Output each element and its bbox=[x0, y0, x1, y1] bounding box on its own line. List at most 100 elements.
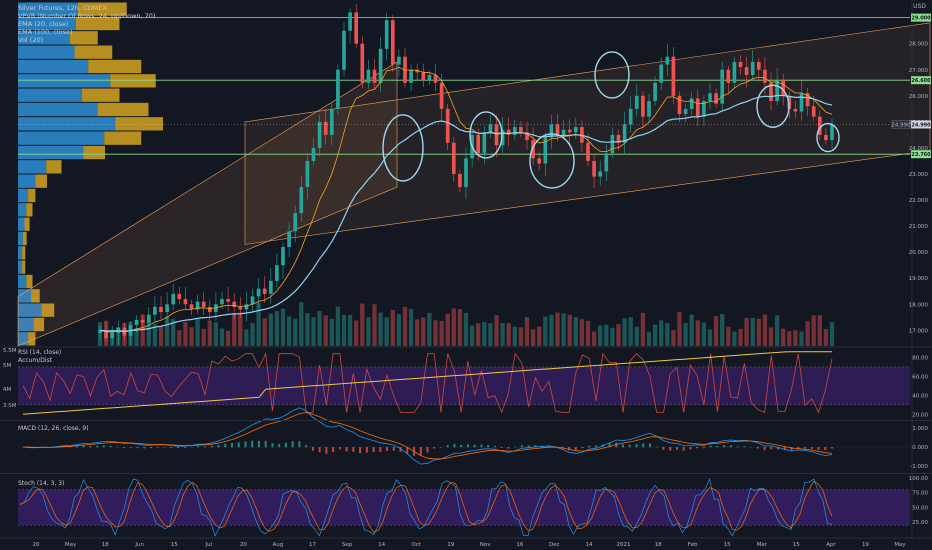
candle-body[interactable] bbox=[281, 246, 285, 266]
candle-body[interactable] bbox=[622, 124, 627, 143]
candle-body[interactable] bbox=[769, 82, 773, 102]
candle-body[interactable] bbox=[342, 30, 346, 70]
candle-body[interactable] bbox=[805, 93, 810, 107]
candle-body[interactable] bbox=[409, 69, 413, 83]
candle-body[interactable] bbox=[366, 69, 371, 83]
candle-body[interactable] bbox=[689, 98, 694, 109]
candle-body[interactable] bbox=[146, 314, 151, 323]
candle-body[interactable] bbox=[275, 265, 279, 281]
candle-body[interactable] bbox=[189, 304, 194, 310]
candle-body[interactable] bbox=[549, 124, 554, 138]
rsi-legend[interactable]: RSI (14, close) bbox=[18, 349, 62, 356]
candle-body[interactable] bbox=[616, 134, 621, 143]
candle-body[interactable] bbox=[525, 132, 529, 141]
candle-body[interactable] bbox=[354, 12, 359, 44]
candle-body[interactable] bbox=[512, 127, 517, 135]
candle-body[interactable] bbox=[665, 56, 670, 65]
candle-body[interactable] bbox=[628, 108, 633, 125]
macd-signal-line[interactable] bbox=[22, 412, 833, 460]
candle-body[interactable] bbox=[537, 158, 542, 164]
ascending-channel-2[interactable] bbox=[244, 22, 931, 245]
candle-body[interactable] bbox=[531, 140, 535, 159]
candle-body[interactable] bbox=[567, 129, 572, 133]
candle-body[interactable] bbox=[177, 293, 182, 300]
accum-dist-line[interactable] bbox=[22, 351, 832, 415]
candle-body[interactable] bbox=[256, 288, 261, 297]
candle-body[interactable] bbox=[817, 116, 822, 135]
candle-body[interactable] bbox=[671, 56, 676, 96]
candle-body[interactable] bbox=[232, 301, 237, 307]
candle-body[interactable] bbox=[702, 101, 706, 117]
candle-body[interactable] bbox=[323, 121, 328, 135]
candle-body[interactable] bbox=[415, 69, 420, 73]
candle-body[interactable] bbox=[250, 296, 255, 305]
candle-body[interactable] bbox=[824, 134, 828, 141]
candle-body[interactable] bbox=[305, 160, 310, 188]
rsi-line[interactable] bbox=[22, 352, 833, 414]
candle-body[interactable] bbox=[360, 43, 365, 83]
candle-body[interactable] bbox=[793, 108, 798, 112]
candle-body[interactable] bbox=[378, 48, 383, 83]
candle-body[interactable] bbox=[830, 124, 834, 141]
candle-body[interactable] bbox=[714, 93, 718, 104]
candle-body[interactable] bbox=[287, 231, 291, 247]
stoch-legend[interactable]: Stoch (14, 3, 3) bbox=[18, 480, 65, 487]
candle-body[interactable] bbox=[445, 108, 450, 143]
candle-body[interactable] bbox=[775, 80, 779, 102]
ema100-line[interactable] bbox=[99, 94, 833, 332]
candle-body[interactable] bbox=[659, 64, 664, 83]
candle-body[interactable] bbox=[781, 80, 786, 96]
time-axis[interactable]: 20 May 18 Jun 15 Jul 20 Aug 17 Sep 14 Oct 19 Nov 16 Dec… bbox=[33, 542, 907, 548]
candle-body[interactable] bbox=[238, 306, 243, 310]
candle-body[interactable] bbox=[293, 213, 298, 232]
candle-body[interactable] bbox=[604, 153, 609, 172]
candle-body[interactable] bbox=[220, 299, 224, 305]
hand-drawn-circle[interactable] bbox=[594, 51, 630, 99]
macd-pane[interactable] bbox=[18, 407, 910, 465]
ema20-legend[interactable]: EMA (20, close) bbox=[18, 20, 69, 28]
candle-body[interactable] bbox=[329, 108, 334, 135]
candle-body[interactable] bbox=[750, 61, 755, 75]
candle-body[interactable] bbox=[482, 132, 487, 154]
candle-body[interactable] bbox=[555, 124, 560, 135]
candle-body[interactable] bbox=[390, 20, 395, 65]
candle-body[interactable] bbox=[506, 129, 511, 135]
candle-body[interactable] bbox=[653, 82, 657, 102]
candle-body[interactable] bbox=[763, 69, 767, 83]
stoch-k-line[interactable] bbox=[19, 477, 833, 537]
candle-body[interactable] bbox=[811, 106, 816, 117]
ema20-line[interactable] bbox=[99, 66, 833, 333]
candle-body[interactable] bbox=[738, 61, 743, 68]
candle-body[interactable] bbox=[159, 306, 163, 313]
rsi-pane[interactable]: 5.5M 5M 4M 3.5M bbox=[3, 348, 910, 415]
candle-body[interactable] bbox=[195, 301, 200, 310]
candle-body[interactable] bbox=[647, 101, 651, 117]
candle-body[interactable] bbox=[543, 137, 548, 164]
hand-drawn-circle[interactable] bbox=[756, 84, 790, 128]
candle-body[interactable] bbox=[634, 95, 639, 109]
stoch-d-line[interactable] bbox=[19, 480, 833, 533]
candle-body[interactable] bbox=[592, 160, 596, 177]
candle-body[interactable] bbox=[165, 304, 169, 313]
candle-body[interactable] bbox=[720, 69, 725, 104]
candle-body[interactable] bbox=[586, 142, 590, 161]
candle-body[interactable] bbox=[317, 121, 322, 148]
candle-body[interactable] bbox=[598, 171, 603, 177]
candle-body[interactable] bbox=[695, 98, 700, 117]
hand-drawn-circle[interactable] bbox=[469, 111, 503, 159]
candle-body[interactable] bbox=[561, 129, 566, 135]
candle-body[interactable] bbox=[683, 108, 688, 115]
candle-body[interactable] bbox=[464, 158, 468, 188]
candle-body[interactable] bbox=[439, 82, 444, 109]
candle-body[interactable] bbox=[348, 12, 352, 31]
candle-body[interactable] bbox=[262, 288, 267, 294]
candle-body[interactable] bbox=[708, 93, 712, 102]
vol-legend[interactable]: Vol (20) bbox=[18, 36, 44, 44]
candle-body[interactable] bbox=[744, 67, 749, 75]
candle-body[interactable] bbox=[244, 304, 249, 310]
candle-body[interactable] bbox=[268, 280, 273, 294]
candle-body[interactable] bbox=[756, 61, 761, 70]
candle-body[interactable] bbox=[98, 330, 102, 333]
candle-body[interactable] bbox=[207, 306, 212, 313]
